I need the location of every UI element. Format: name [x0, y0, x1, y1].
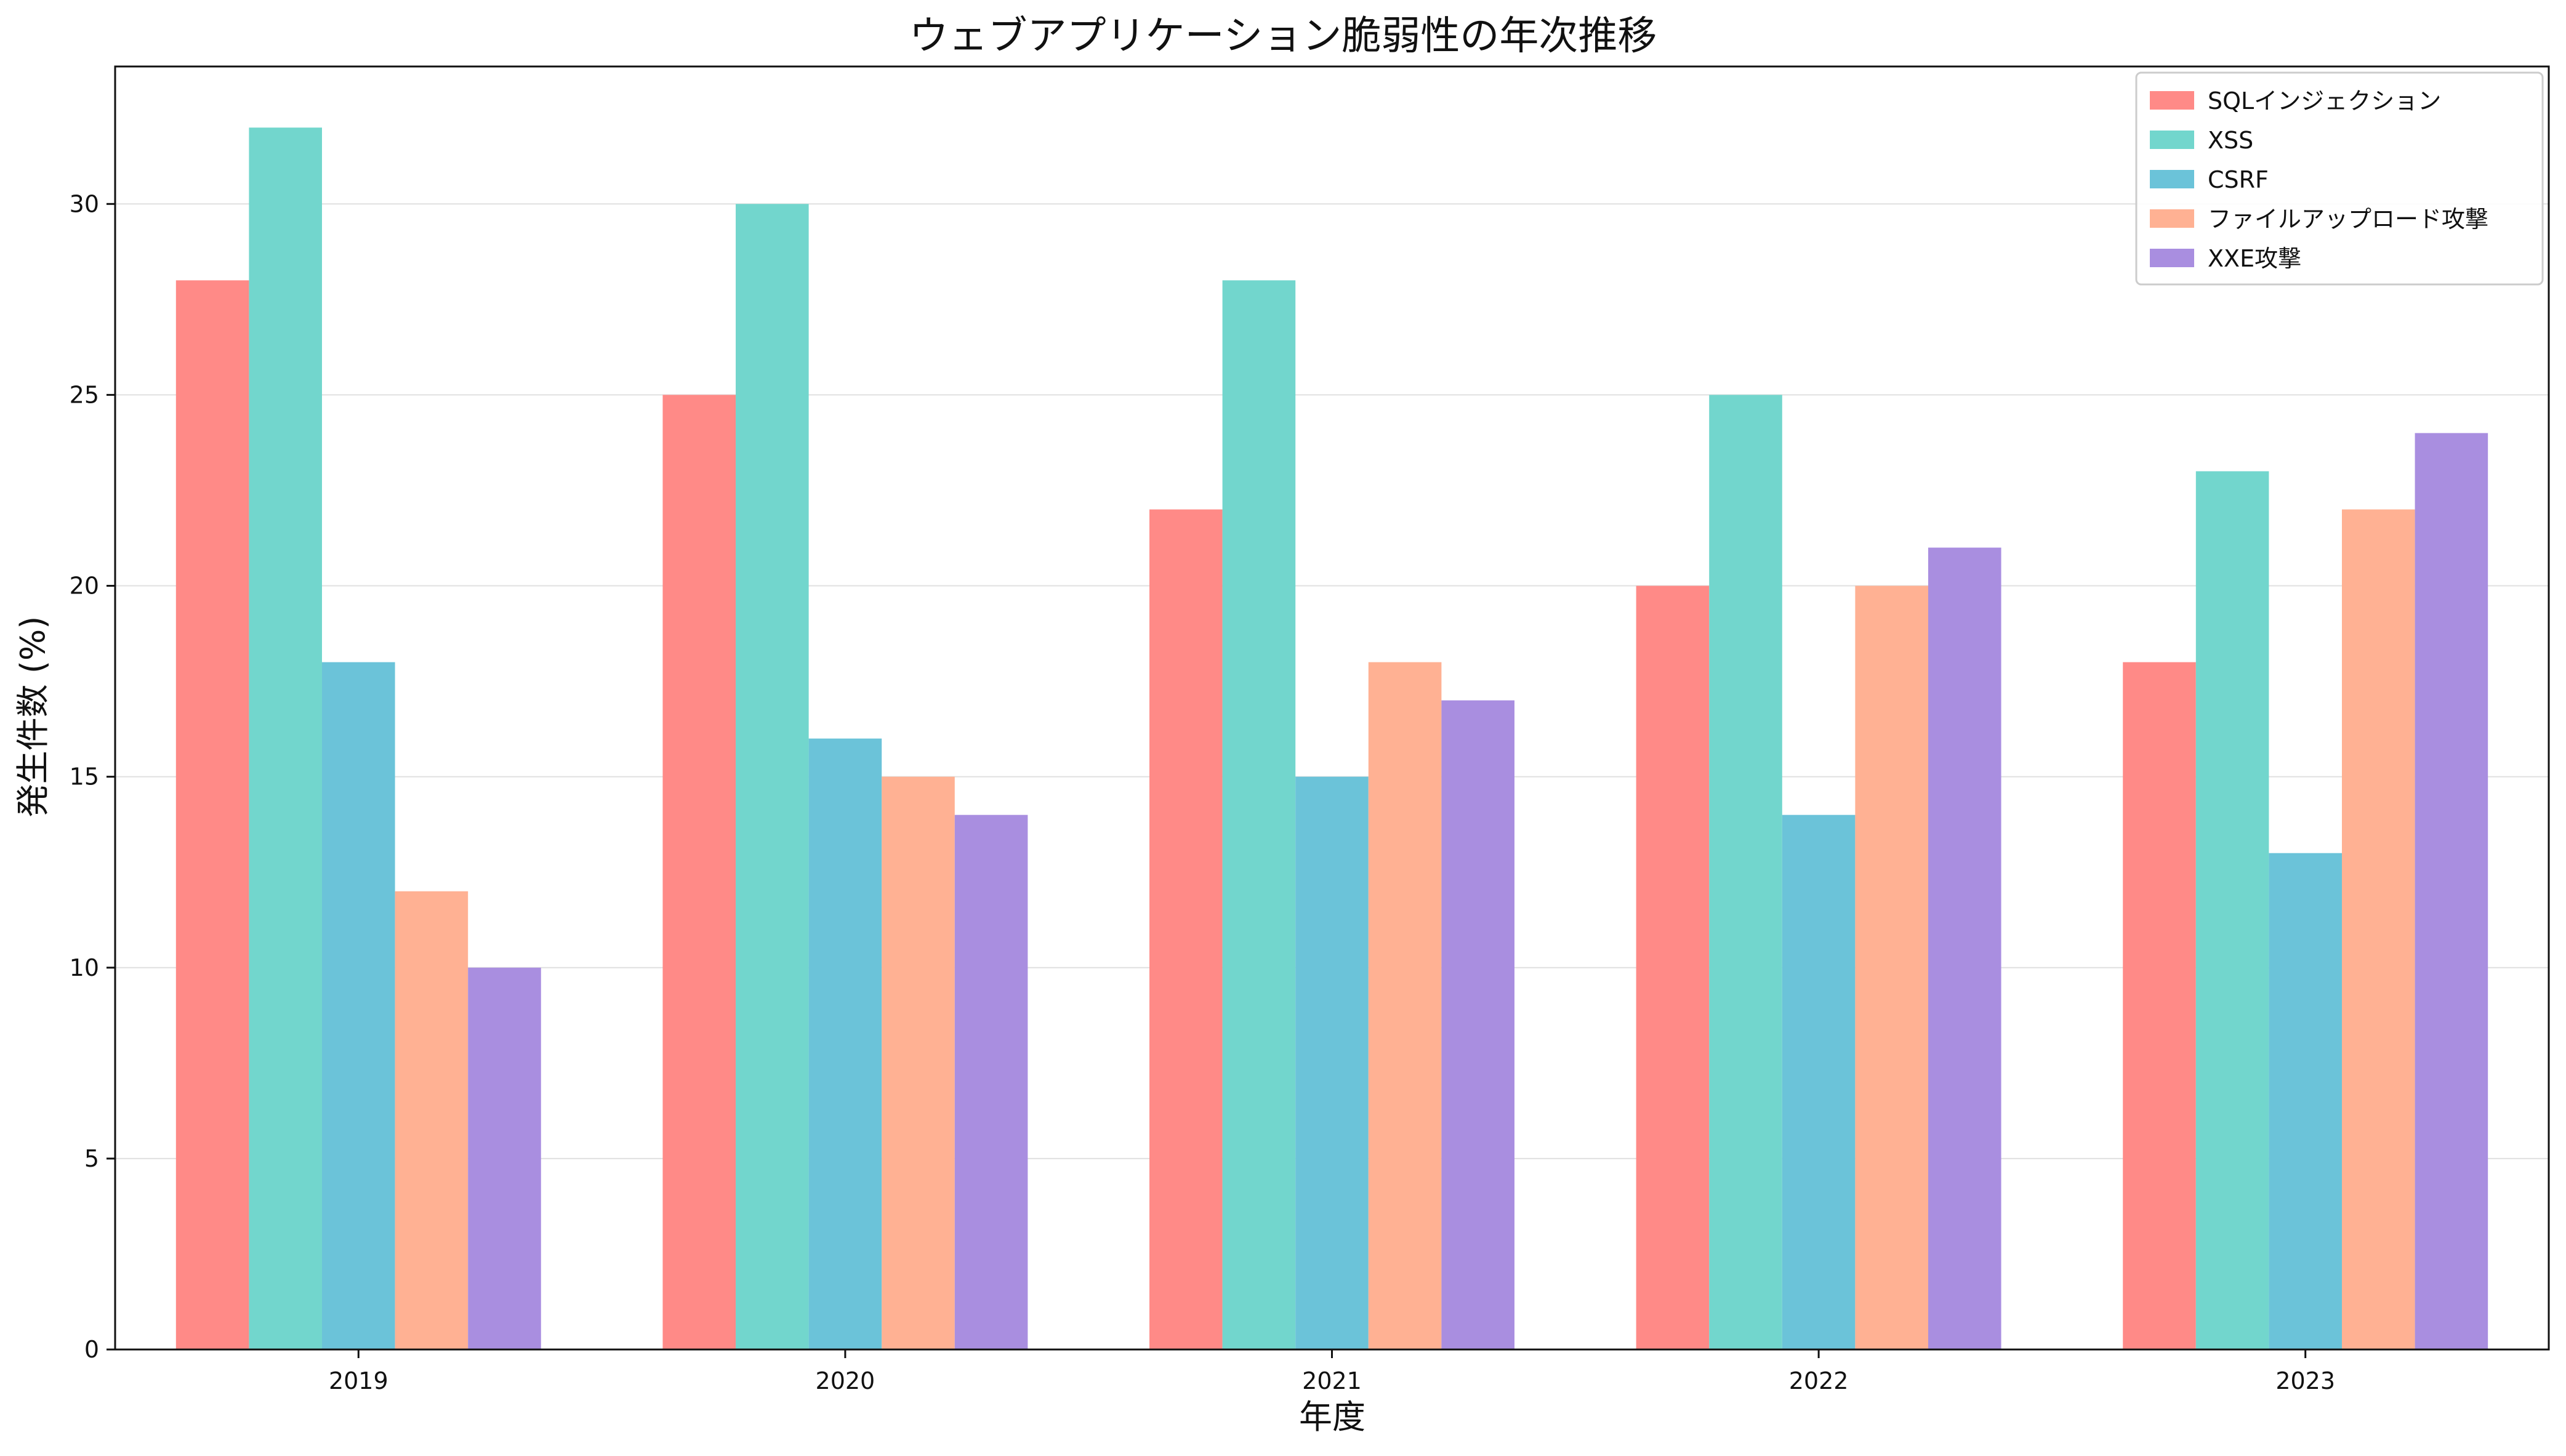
- legend-swatch: [2150, 91, 2194, 110]
- x-axis-label: 年度: [1299, 1398, 1365, 1436]
- bar: [468, 967, 541, 1349]
- bar: [1782, 814, 1856, 1349]
- bar: [1636, 585, 1710, 1349]
- y-tick-label: 10: [70, 954, 99, 981]
- bar: [1222, 280, 1296, 1349]
- bar: [249, 127, 323, 1350]
- bar: [1709, 395, 1782, 1349]
- y-tick-label: 0: [84, 1336, 99, 1363]
- x-tick-label: 2023: [2275, 1367, 2335, 1394]
- x-axis: 2019 2020 2021 2022 2023: [329, 1349, 2335, 1394]
- bar: [736, 204, 809, 1350]
- x-tick-label: 2020: [816, 1367, 875, 1394]
- bar: [175, 280, 249, 1349]
- bar: [1295, 776, 1369, 1349]
- bar: [2415, 433, 2488, 1349]
- y-tick-label: 20: [70, 573, 99, 600]
- bar: [1368, 662, 1442, 1349]
- bar: [2269, 853, 2342, 1349]
- legend-label: CSRF: [2208, 166, 2269, 193]
- bar: [662, 395, 736, 1349]
- chart-title: ウェブアプリケーション脆弱性の年次推移: [909, 14, 1657, 59]
- bar: [1149, 509, 1223, 1349]
- legend-label: ファイルアップロード攻撃: [2208, 206, 2488, 233]
- legend: SQLインジェクション XSS CSRF ファイルアップロード攻撃 XXE攻撃: [2135, 71, 2544, 286]
- y-tick-label: 15: [70, 763, 99, 790]
- y-tick-label: 5: [84, 1145, 99, 1172]
- legend-box: [2135, 71, 2544, 286]
- bar: [395, 891, 469, 1349]
- bar: [322, 662, 395, 1349]
- x-tick-label: 2022: [1789, 1367, 1849, 1394]
- x-tick-label: 2019: [329, 1367, 388, 1394]
- y-axis: 0 5 10 15 20 25 30: [70, 190, 115, 1363]
- bars-layer: [175, 127, 2488, 1350]
- bar: [1855, 585, 1928, 1349]
- y-axis-label: 発生件数 (%): [14, 616, 52, 818]
- legend-swatch: [2150, 170, 2194, 188]
- bar: [808, 738, 882, 1349]
- legend-swatch: [2150, 249, 2194, 267]
- y-tick-label: 30: [70, 190, 99, 217]
- legend-label: XXE攻撃: [2208, 245, 2301, 272]
- y-tick-label: 25: [70, 381, 99, 408]
- bar: [1441, 700, 1514, 1349]
- bar: [2341, 509, 2415, 1349]
- legend-label: SQLインジェクション: [2208, 87, 2441, 115]
- legend-swatch: [2150, 131, 2194, 149]
- legend-swatch: [2150, 209, 2194, 228]
- bar: [954, 814, 1028, 1349]
- bar: [2195, 471, 2269, 1349]
- bar: [1928, 547, 2001, 1349]
- bar: [2123, 662, 2196, 1349]
- x-tick-label: 2021: [1302, 1367, 1362, 1394]
- legend-label: XSS: [2208, 127, 2253, 154]
- bar: [882, 776, 955, 1349]
